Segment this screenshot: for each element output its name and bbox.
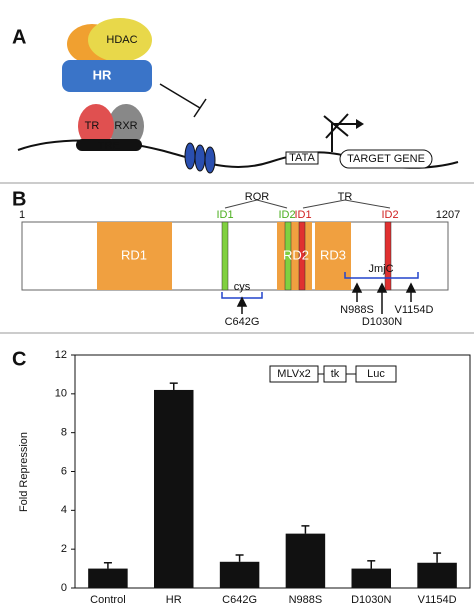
bar <box>154 389 194 588</box>
bar <box>285 533 326 588</box>
tata-box <box>285 151 319 165</box>
jmjc-bracket <box>344 272 419 279</box>
target-label: TARGET GENE <box>347 153 425 165</box>
block-x <box>323 113 349 139</box>
tr-label: TR <box>85 120 100 132</box>
panel-a: A HDAC HR TR RXR TRE TATA TARGET GENE <box>12 18 459 174</box>
y-tick-label: 10 <box>55 388 67 400</box>
x-tick-label: Control <box>90 594 125 606</box>
start-label: 1 <box>19 209 25 221</box>
nucleosome <box>184 142 196 170</box>
target-gene <box>339 149 433 169</box>
plot-frame <box>74 354 471 589</box>
y-tick-label: 4 <box>61 504 67 516</box>
ror-label: ROR <box>245 191 270 203</box>
y-tick-label: 0 <box>61 582 67 594</box>
id1 <box>298 221 306 291</box>
rd2 <box>277 222 312 290</box>
hr-label: HR <box>93 67 112 82</box>
panel-b: B 1 1207 RD1 RD2 RD3 ID1 ID2 ID1 ID2 ROR… <box>12 188 460 328</box>
id2 <box>384 221 392 291</box>
hdac-label: HDAC <box>106 34 137 46</box>
mutation-label: C642G <box>225 316 260 328</box>
y-tick-label: 12 <box>55 349 67 361</box>
y-axis-label: Fold Repression <box>18 432 30 512</box>
hr <box>62 60 152 92</box>
nucleosome <box>204 146 216 174</box>
rxr-label: RXR <box>114 120 137 132</box>
y-tick-label: 2 <box>61 543 67 555</box>
protein <box>21 221 449 291</box>
id1-label: ID1 <box>216 209 233 221</box>
tr <box>78 104 114 148</box>
y-tick-label: 6 <box>61 465 67 477</box>
tss-arrow <box>331 123 356 152</box>
x-tick-label: D1030N <box>351 594 391 606</box>
panel-c: C Fold Repression MLVx2 tk Luc 0 2 4 6 8 10 12… <box>12 348 471 606</box>
end-label: 1207 <box>436 209 460 221</box>
bar <box>417 562 457 588</box>
bar <box>351 568 391 588</box>
x-tick-label: V1154D <box>418 594 457 606</box>
tre-label: TRE <box>98 140 120 152</box>
id2-label: ID2 <box>278 209 295 221</box>
panel-label: A <box>12 26 26 48</box>
construct-label: MLVx2 <box>277 368 310 380</box>
y-tick-label: 8 <box>61 427 67 439</box>
nucleosome <box>194 144 206 172</box>
arrows <box>236 282 417 314</box>
construct-label: Luc <box>367 368 385 380</box>
panel-label: B <box>12 188 26 210</box>
inhibition-bar <box>193 98 207 118</box>
tre <box>76 139 142 151</box>
rxr <box>108 104 144 148</box>
rd3-label: RD3 <box>320 247 346 262</box>
mutation-label: D1030N <box>362 316 402 328</box>
bar <box>219 561 260 588</box>
x-tick-label: HR <box>166 594 182 606</box>
hdac <box>88 18 152 62</box>
mutation-label: N988S <box>340 304 374 316</box>
id1 <box>221 221 229 291</box>
bar <box>88 568 128 588</box>
mutation-label: V1154D <box>395 304 434 316</box>
cys-label: cys <box>234 281 251 293</box>
x-tick-label: C642G <box>222 594 257 606</box>
jmjc-label: JmjC <box>368 263 393 275</box>
id2 <box>284 221 292 291</box>
construct-box <box>355 365 397 383</box>
panel-label: C <box>12 348 26 370</box>
inhibition <box>159 83 201 109</box>
rd2-label: RD2 <box>283 247 309 262</box>
id2-label: ID2 <box>381 209 398 221</box>
id1-label: ID1 <box>294 209 311 221</box>
rd1-label: RD1 <box>121 247 147 262</box>
ror-lines <box>224 199 288 209</box>
arrow-head <box>356 119 364 129</box>
tr-label: TR <box>338 191 353 203</box>
tata-label: TATA <box>289 152 315 164</box>
rd1 <box>97 222 172 290</box>
x-tick-label: N988S <box>289 594 323 606</box>
tr-lines <box>302 199 391 209</box>
construct-label: tk <box>331 368 340 380</box>
